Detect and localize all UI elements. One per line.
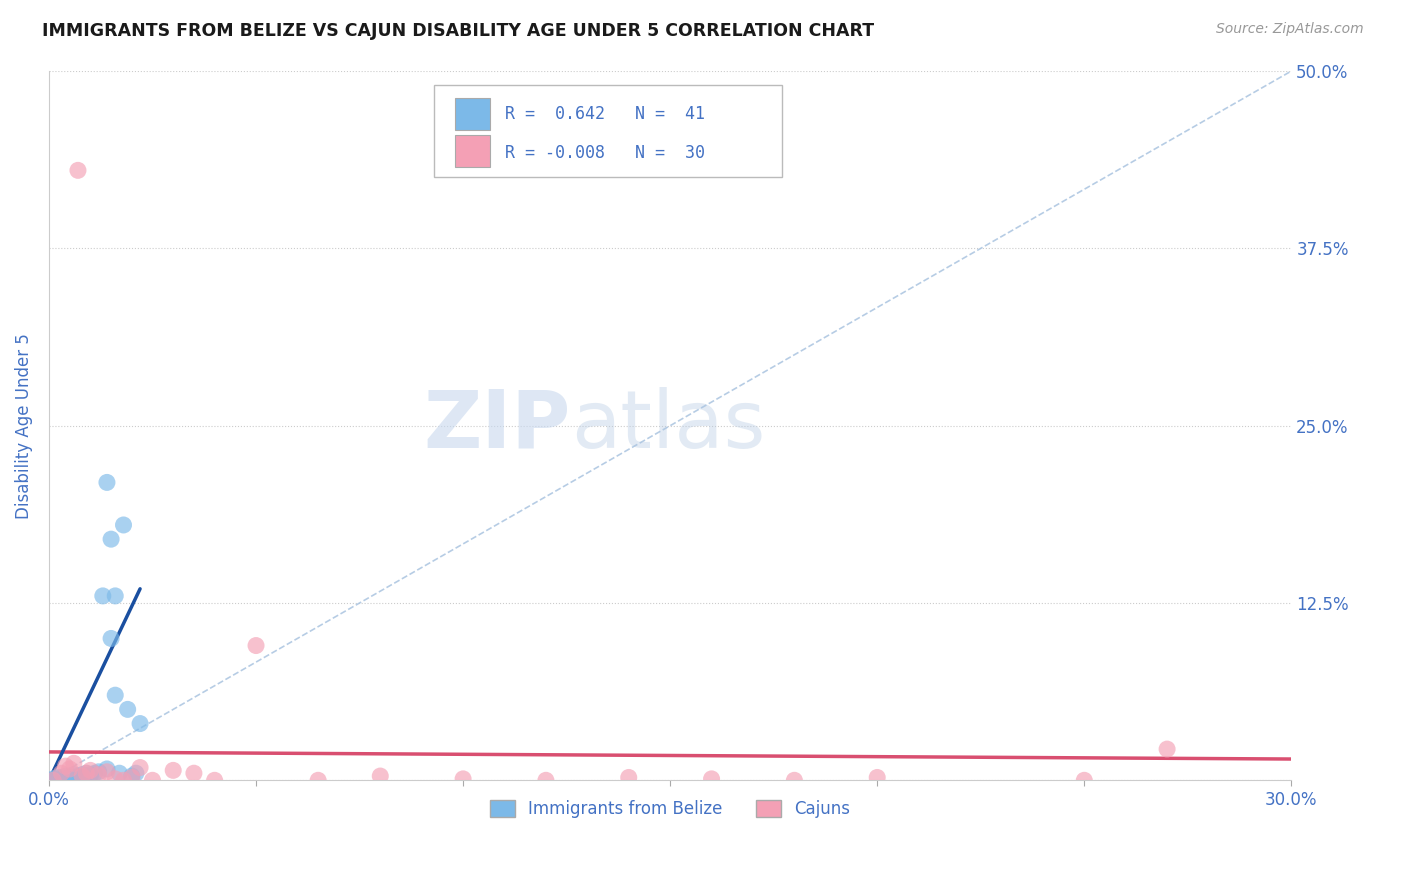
Point xyxy=(125,766,148,780)
Point xyxy=(129,716,152,731)
Point xyxy=(55,759,77,773)
Point xyxy=(100,532,122,546)
Point xyxy=(129,760,152,774)
Point xyxy=(42,772,65,786)
Point xyxy=(51,771,73,785)
Text: R =  0.642   N =  41: R = 0.642 N = 41 xyxy=(505,105,704,123)
Bar xyxy=(456,98,491,129)
Point xyxy=(51,773,73,788)
Point xyxy=(100,632,122,646)
Y-axis label: Disability Age Under 5: Disability Age Under 5 xyxy=(15,333,32,518)
Point xyxy=(108,766,131,780)
Point xyxy=(42,773,65,788)
FancyBboxPatch shape xyxy=(434,86,782,178)
Point xyxy=(59,762,82,776)
Point xyxy=(55,773,77,788)
Point xyxy=(617,771,640,785)
Point xyxy=(59,772,82,786)
Point xyxy=(162,764,184,778)
Point xyxy=(70,769,93,783)
Point xyxy=(70,767,93,781)
Point xyxy=(75,766,97,780)
Point xyxy=(42,773,65,788)
Point xyxy=(112,518,135,533)
Point xyxy=(368,769,391,783)
Point xyxy=(121,771,143,785)
Point xyxy=(451,772,474,786)
Point xyxy=(59,771,82,785)
Point xyxy=(91,589,114,603)
Point xyxy=(96,475,118,490)
Point xyxy=(55,772,77,786)
Point xyxy=(117,702,139,716)
Point xyxy=(70,771,93,785)
Point xyxy=(66,769,89,783)
Point xyxy=(51,766,73,780)
Point xyxy=(245,639,267,653)
Point xyxy=(783,773,806,788)
Legend: Immigrants from Belize, Cajuns: Immigrants from Belize, Cajuns xyxy=(484,794,858,825)
Point xyxy=(121,769,143,783)
Point xyxy=(1156,742,1178,756)
Point xyxy=(63,771,86,785)
Point xyxy=(87,764,110,779)
Point xyxy=(79,769,101,783)
Point xyxy=(866,771,889,785)
Point xyxy=(46,773,69,788)
Point xyxy=(112,773,135,788)
Point xyxy=(79,767,101,781)
Point xyxy=(534,773,557,788)
Point xyxy=(46,771,69,785)
Bar xyxy=(456,136,491,167)
Point xyxy=(66,772,89,786)
Point xyxy=(307,773,329,788)
Point xyxy=(104,589,127,603)
Point xyxy=(87,767,110,781)
Point xyxy=(75,769,97,783)
Text: atlas: atlas xyxy=(571,386,765,465)
Point xyxy=(141,773,163,788)
Point xyxy=(38,773,60,788)
Point xyxy=(96,764,118,779)
Point xyxy=(63,756,86,771)
Text: ZIP: ZIP xyxy=(423,386,571,465)
Point xyxy=(42,773,65,788)
Point xyxy=(75,766,97,780)
Point xyxy=(83,766,105,780)
Point xyxy=(204,773,226,788)
Point xyxy=(55,769,77,783)
Text: Source: ZipAtlas.com: Source: ZipAtlas.com xyxy=(1216,22,1364,37)
Point xyxy=(96,762,118,776)
Point xyxy=(63,767,86,781)
Point xyxy=(66,163,89,178)
Text: IMMIGRANTS FROM BELIZE VS CAJUN DISABILITY AGE UNDER 5 CORRELATION CHART: IMMIGRANTS FROM BELIZE VS CAJUN DISABILI… xyxy=(42,22,875,40)
Point xyxy=(1073,773,1095,788)
Point xyxy=(51,772,73,786)
Point xyxy=(700,772,723,786)
Point xyxy=(104,772,127,786)
Point xyxy=(46,772,69,786)
Point xyxy=(79,764,101,778)
Point xyxy=(59,769,82,783)
Text: R = -0.008   N =  30: R = -0.008 N = 30 xyxy=(505,144,704,161)
Point xyxy=(104,688,127,702)
Point xyxy=(183,766,205,780)
